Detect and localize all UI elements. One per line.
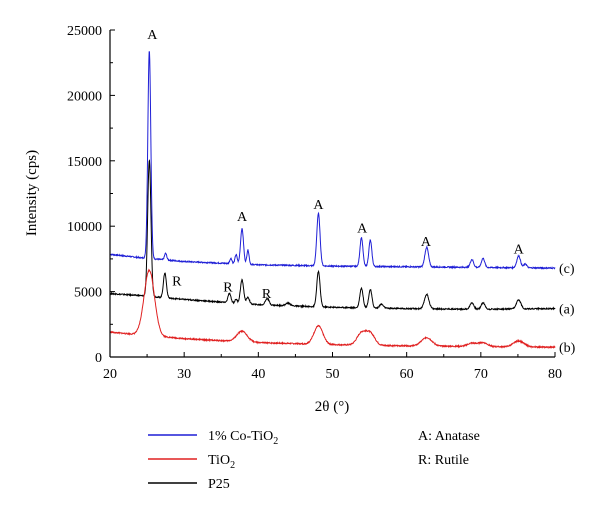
y-tick-label: 5000 [74,286,102,301]
y-tick-label: 15000 [67,155,102,170]
legend-label-main: 1% Co-TiO [208,429,273,444]
legend-label-main: P25 [208,477,230,492]
curve-tag-2: (b) [559,341,576,356]
y-tick-label: 10000 [67,220,102,235]
x-tick-label: 20 [103,367,117,382]
peak-label-A: A [237,210,248,225]
x-tick-label: 40 [251,367,265,382]
peak-label-A: A [421,235,432,250]
series-line-2 [109,268,556,350]
curve-tag-0: (c) [559,262,575,277]
series-line-1 [109,159,556,312]
peak-label-R: R [262,287,272,302]
x-tick-label: 70 [474,367,488,382]
peak-label-A: A [313,198,324,213]
legend-label-2: P25 [208,477,230,492]
x-tick-label: 50 [326,367,340,382]
tick-layer: 20 30 40 50 60 70 80 0 5000 10000 15000 20000 25000 [67,24,562,382]
x-axis-title: 2θ (°) [315,399,349,415]
y-tick-label: 0 [95,351,102,366]
key-anatase: A: Anatase [418,429,480,444]
axes [109,30,555,358]
key-rutile: R: Rutile [418,453,469,468]
peak-label-R: R [223,281,233,296]
peak-label-A: A [357,222,368,237]
x-tick-label: 60 [400,367,414,382]
peak-label-A: A [147,28,158,43]
legend-label-main: TiO [208,453,230,468]
curve-tag-1: (a) [559,303,575,318]
peak-label-A: A [514,243,525,258]
legend-label-subscript: 2 [230,460,235,471]
peak-label-R: R [172,275,182,290]
legend-label-1: TiO2 [208,453,235,471]
y-tick-label: 25000 [67,24,102,39]
phase-key: A: Anatase R: Rutile [418,429,480,468]
y-axis-title: Intensity (cps) [24,150,40,236]
peak-label-layer: A A A A A A R R R [147,28,524,302]
x-tick-label: 30 [177,367,191,382]
curve-layer [109,51,556,350]
x-tick-label: 80 [548,367,562,382]
series-line-0 [109,51,556,270]
curve-tag-layer: (c) (a) (b) [559,262,576,356]
legend-label-subscript: 2 [273,436,278,447]
legend-label-0: 1% Co-TiO2 [208,429,278,447]
y-tick-label: 20000 [67,89,102,104]
